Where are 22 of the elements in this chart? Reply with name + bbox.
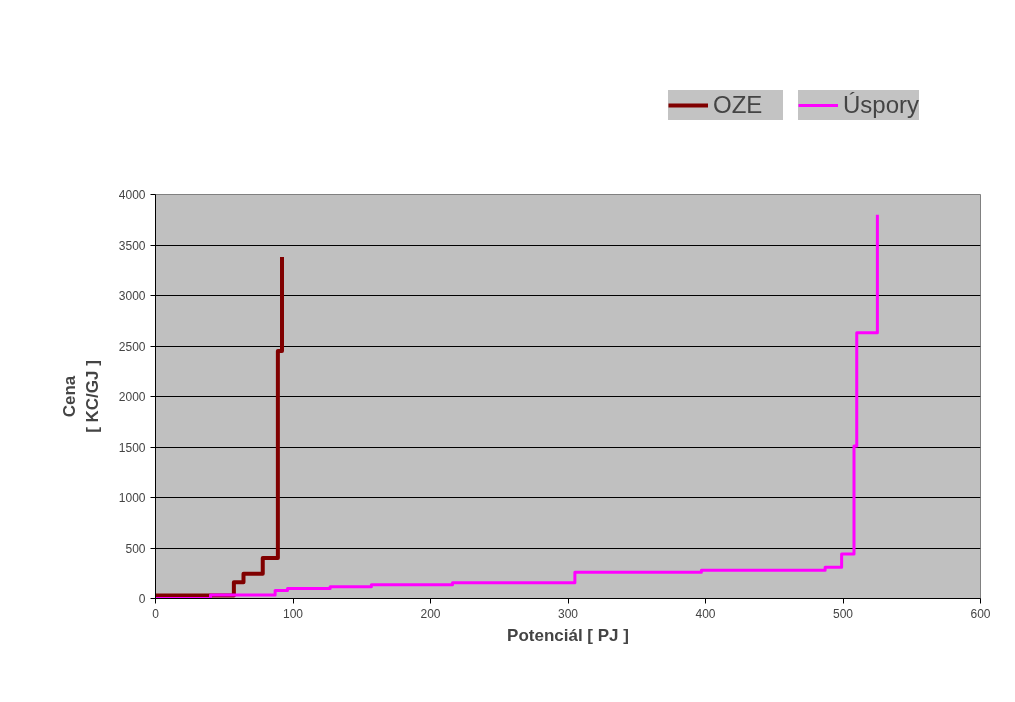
y-tick-label: 3500 xyxy=(118,238,146,253)
line-series xyxy=(155,213,879,599)
x-axis-title: Potenciál [ PJ ] xyxy=(507,625,629,645)
x-tick-label: 200 xyxy=(420,606,441,621)
x-tick-label: 300 xyxy=(557,606,579,621)
x-tick-label: 600 xyxy=(970,606,991,621)
y-tick-label: 4000 xyxy=(118,188,146,202)
x-tick-label: 400 xyxy=(695,606,716,621)
y-axis-title: Cena [ KC/GJ ] xyxy=(60,360,102,433)
y-tick-label: 0 xyxy=(138,592,146,606)
y-tick-label: 3000 xyxy=(118,289,146,303)
x-tick-label: 500 xyxy=(832,606,854,621)
legend-label: OZE xyxy=(713,90,764,120)
y-tick-label: 500 xyxy=(125,541,146,556)
line-series xyxy=(155,255,284,598)
y-tick-label: 2000 xyxy=(118,390,146,404)
x-tick-label: 0 xyxy=(152,606,160,621)
x-tick-label: 100 xyxy=(282,606,304,621)
y-tick-label: 2500 xyxy=(118,339,146,354)
y-tick-label: 1500 xyxy=(118,440,146,455)
y-tick-label: 1000 xyxy=(118,491,146,505)
legend-label: Úspory xyxy=(843,90,920,120)
